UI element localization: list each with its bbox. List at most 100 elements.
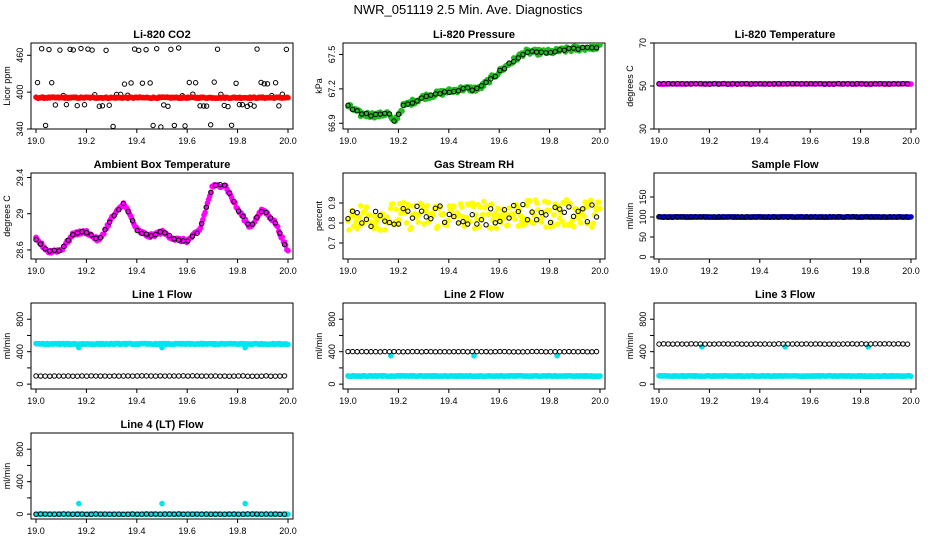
data-point-avg	[437, 91, 443, 97]
data-point-avg	[561, 349, 568, 355]
data-point-avg	[249, 221, 256, 227]
data-point-avg	[125, 208, 131, 215]
data-point-raw	[150, 122, 156, 129]
data-point-avg	[543, 212, 549, 218]
data-point-avg	[538, 209, 545, 216]
data-point-avg	[693, 341, 699, 347]
data-point-avg	[152, 373, 159, 379]
data-point-avg	[272, 373, 279, 379]
x-tick-label: 20.0	[591, 396, 609, 406]
x-tick-label: 19.4	[751, 266, 769, 276]
data-point-avg	[414, 203, 420, 209]
data-point-avg	[345, 215, 351, 222]
data-point-avg	[277, 230, 283, 236]
data-point-avg	[561, 209, 568, 215]
data-point-line	[285, 341, 291, 348]
data-point-avg	[688, 341, 694, 347]
data-point-full	[408, 224, 415, 231]
data-point-full	[575, 215, 581, 221]
data-point-avg	[580, 206, 586, 212]
data-point-avg	[83, 373, 90, 379]
y-axis-label: ml/min	[314, 333, 324, 360]
plot-panel: Li-820 CO2 Licor ppm 340 400 460 19.0 19.2 19.4…	[2, 29, 297, 146]
data-point-avg	[148, 373, 154, 379]
data-point-avg	[222, 373, 228, 379]
data-point-avg	[231, 198, 237, 205]
data-point-raw	[236, 101, 243, 108]
y-tick-label: 50	[638, 232, 648, 242]
data-point-avg	[125, 373, 131, 379]
data-point-avg	[798, 341, 805, 347]
data-point-avg	[904, 341, 911, 347]
plot-title: Line 1 Flow	[132, 289, 192, 301]
y-tick-label: 0	[15, 382, 25, 387]
y-tick-label: 29	[15, 209, 25, 219]
data-point-avg	[660, 341, 667, 347]
data-point-avg	[83, 229, 90, 236]
data-point-avg	[789, 341, 796, 347]
data-point-avg	[803, 341, 809, 347]
data-point-avg	[60, 373, 67, 379]
data-point-full	[590, 220, 596, 227]
y-tick-label: 0	[327, 382, 337, 387]
data-point-full	[515, 223, 522, 229]
data-point-avg	[474, 221, 480, 227]
data-point-avg	[60, 243, 67, 250]
data-point-avg	[414, 98, 420, 104]
data-point-avg	[180, 373, 186, 379]
data-point-avg	[877, 341, 883, 347]
data-point-raw	[200, 103, 207, 109]
data-point-full	[356, 214, 363, 220]
plot-frame	[30, 302, 294, 390]
data-point-full	[382, 227, 388, 233]
data-point-avg	[217, 373, 223, 379]
plot-title: Li-820 Temperature	[735, 29, 836, 41]
x-tick-label: 19.0	[650, 136, 668, 146]
data-point-avg	[739, 341, 745, 347]
data-point-full	[390, 200, 396, 207]
data-point-raw	[233, 80, 239, 86]
data-point-raw	[165, 103, 171, 110]
data-point-line	[159, 500, 165, 507]
data-point-avg	[258, 373, 265, 379]
x-tick-label: 19.0	[339, 396, 357, 406]
x-tick-label: 19.2	[78, 526, 96, 536]
data-point-avg	[37, 241, 44, 247]
data-point-avg	[33, 236, 39, 243]
data-point-full	[493, 225, 500, 231]
data-point-avg	[524, 349, 531, 355]
data-point-full	[421, 221, 427, 227]
data-point-avg	[400, 205, 406, 212]
data-point-raw	[128, 80, 134, 86]
data-point-avg	[226, 190, 233, 196]
data-point-avg	[368, 223, 374, 230]
data-point-avg	[409, 348, 416, 355]
data-point-avg	[93, 373, 99, 379]
data-point-avg	[208, 189, 214, 195]
data-point-avg	[102, 373, 108, 379]
data-point-avg	[162, 373, 168, 379]
x-tick-label: 19.8	[541, 266, 559, 276]
plot-panel: Li-820 Pressure kPa 66.9 67.2 67.5 19.0 19.2 19…	[314, 29, 609, 146]
data-point-avg	[409, 215, 416, 221]
y-tick-label: 340	[15, 121, 25, 136]
y-tick-label: 800	[638, 312, 648, 327]
data-point-avg	[70, 232, 76, 238]
data-point-full	[202, 209, 208, 216]
data-point-avg	[120, 200, 127, 207]
data-point-full	[597, 205, 603, 212]
y-tick-label: 67.5	[327, 46, 337, 64]
data-point-raw	[99, 103, 106, 109]
data-point-avg	[194, 230, 200, 236]
data-point-avg	[363, 216, 370, 223]
data-point-full	[423, 208, 430, 215]
data-point-avg	[455, 348, 462, 355]
data-point-avg	[845, 341, 851, 347]
data-point-full	[543, 224, 549, 230]
data-point-full	[403, 219, 410, 226]
data-point-avg	[33, 373, 39, 379]
data-point-avg	[185, 373, 191, 379]
plot-area	[33, 340, 291, 379]
x-tick-label: 19.4	[751, 136, 769, 146]
